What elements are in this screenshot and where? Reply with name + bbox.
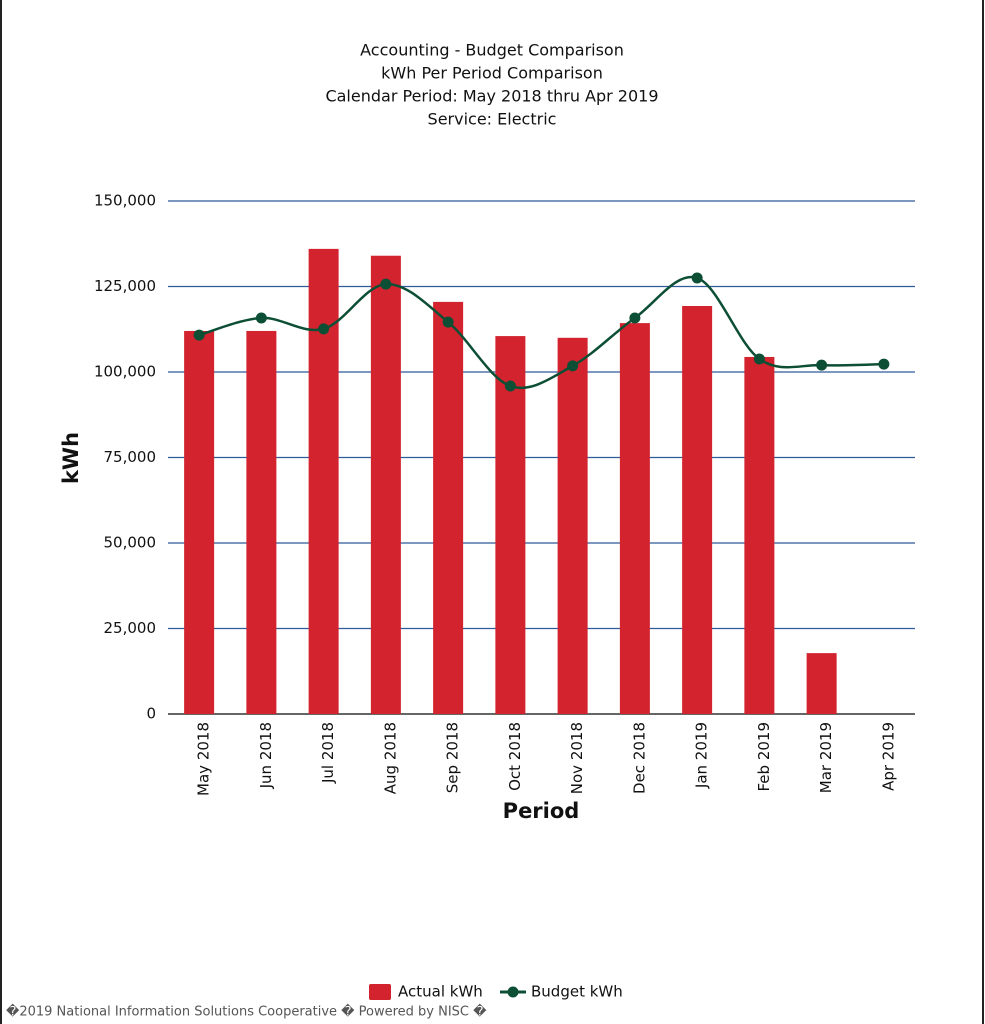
x-tick-label: Sep 2018 [444,722,462,793]
y-tick-label: 25,000 [104,619,157,637]
bar [682,305,713,714]
legend-swatch [369,984,391,1000]
bar [308,248,339,714]
x-tick-label: Mar 2019 [817,722,835,793]
y-tick-label: 150,000 [94,192,156,210]
x-tick-label: Apr 2019 [879,722,897,791]
budget-marker [255,312,267,324]
x-tick-label: Oct 2018 [506,722,524,791]
budget-marker [878,358,890,370]
y-tick-label: 75,000 [104,448,157,466]
x-tick-label: Nov 2018 [568,722,586,794]
x-tick-label: Dec 2018 [630,722,648,794]
budget-line [198,275,884,389]
budget-marker [816,359,828,371]
budget-marker [567,360,579,372]
bar [557,337,588,714]
budget-marker [691,272,703,284]
chart-title: kWh Per Period Comparison [381,64,603,83]
budget-marker [629,312,641,324]
budget-marker [442,316,454,328]
y-tick-label: 0 [146,705,156,723]
legend-label: Budget kWh [531,983,623,1001]
x-tick-label: May 2018 [195,722,213,796]
x-tick-label: Jun 2018 [257,722,275,789]
budget-marker [318,323,330,335]
bar [246,330,277,714]
legend-marker [507,986,519,998]
x-tick-label: Feb 2019 [755,722,773,792]
y-tick-label: 50,000 [104,534,157,552]
legend-label: Actual kWh [398,983,483,1001]
x-tick-label: Jul 2018 [319,722,337,784]
chart-title: Service: Electric [428,110,557,129]
budget-marker [380,278,392,290]
chart-title: Accounting - Budget Comparison [360,41,624,60]
bar [806,653,837,714]
y-tick-label: 100,000 [94,363,156,381]
footer: �2019 National Information Solutions Coo… [6,1003,487,1020]
x-tick-label: Aug 2018 [381,722,399,794]
y-tick-label: 125,000 [94,277,156,295]
y-axis-title: kWh [59,432,83,484]
budget-marker [753,353,765,365]
bar [184,330,215,714]
bar [744,356,775,714]
bar [495,336,526,714]
budget-marker [193,329,205,341]
chart-title: Calendar Period: May 2018 thru Apr 2019 [325,87,658,106]
x-axis-title: Period [503,799,580,823]
bar [433,301,464,714]
x-tick-label: Jan 2019 [693,722,711,789]
bar [619,323,650,714]
budget-marker [504,380,516,392]
bar [370,255,401,714]
